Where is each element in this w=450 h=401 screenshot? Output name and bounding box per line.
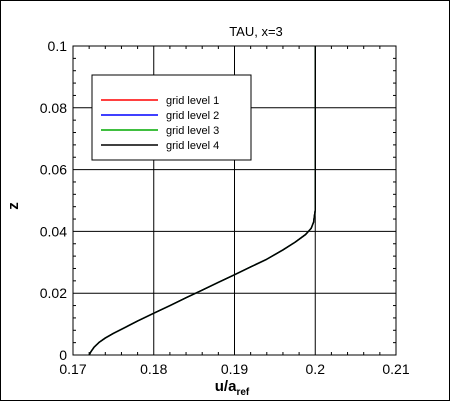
y-tick-label: 0.02 bbox=[40, 285, 67, 301]
legend-label: grid level 4 bbox=[166, 140, 219, 152]
x-tick-label: 0.21 bbox=[382, 361, 409, 377]
legend-label: grid level 2 bbox=[166, 110, 219, 122]
x-tick-label: 0.18 bbox=[140, 361, 167, 377]
x-tick-label: 0.19 bbox=[221, 361, 248, 377]
plot-area-border bbox=[72, 45, 397, 356]
y-tick-labels: 0 0.02 0.04 0.06 0.08 0.1 bbox=[40, 38, 67, 363]
y-tick-label: 0.1 bbox=[48, 38, 68, 54]
legend-label: grid level 3 bbox=[166, 125, 219, 137]
series-line-grid-level-4 bbox=[88, 46, 316, 356]
y-tick-label: 0.04 bbox=[40, 223, 67, 239]
x-axis-label-main: u/a bbox=[215, 378, 237, 395]
legend-label: grid level 1 bbox=[166, 95, 219, 107]
series-layer bbox=[88, 46, 316, 356]
chart-title: TAU, x=3 bbox=[229, 24, 283, 39]
y-axis-label: z bbox=[5, 202, 22, 210]
x-tick-label: 0.17 bbox=[59, 361, 86, 377]
x-tick-labels: 0.17 0.18 0.19 0.2 0.21 bbox=[59, 361, 409, 377]
y-tick-label: 0 bbox=[59, 347, 67, 363]
y-tick-label: 0.06 bbox=[40, 162, 67, 178]
y-tick-label: 0.08 bbox=[40, 100, 67, 116]
x-tick-label: 0.2 bbox=[306, 361, 326, 377]
x-axis-label: u/aref bbox=[215, 378, 250, 398]
x-axis-label-subscript: ref bbox=[236, 387, 249, 398]
legend-box bbox=[91, 74, 252, 161]
legend: grid level 1 grid level 2 grid level 3 grid… bbox=[91, 74, 252, 161]
